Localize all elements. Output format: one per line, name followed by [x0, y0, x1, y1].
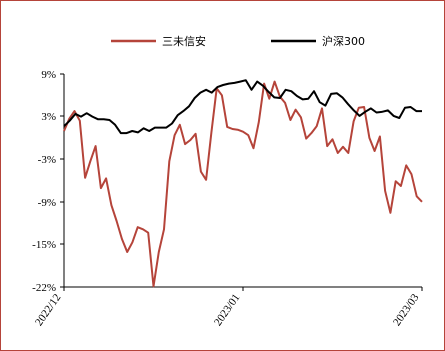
- legend-label-series-1: 三未信安: [162, 34, 206, 48]
- y-ticks: 9% 3% -3% -9% -15% -22%: [32, 69, 64, 294]
- series-line-1: [63, 80, 423, 288]
- series-line-2: [63, 79, 422, 135]
- y-tick-label: 3%: [41, 111, 56, 123]
- x-tick-label: 2023/01: [212, 292, 243, 328]
- x-tick-label: 2022/12: [33, 292, 64, 328]
- y-tick-label: -22%: [32, 282, 56, 294]
- x-tick-label: 2023/03: [391, 291, 422, 328]
- legend-label-series-2: 沪深300: [322, 34, 365, 48]
- y-tick-label: -15%: [32, 239, 56, 251]
- legend: 三未信安 沪深300: [111, 34, 365, 48]
- y-tick-label: -9%: [38, 197, 56, 209]
- y-tick-label: -3%: [38, 154, 56, 166]
- y-tick-label: 9%: [41, 69, 56, 81]
- x-ticks: 2022/12 2023/01 2023/03: [33, 287, 423, 328]
- series-lines: [63, 79, 423, 288]
